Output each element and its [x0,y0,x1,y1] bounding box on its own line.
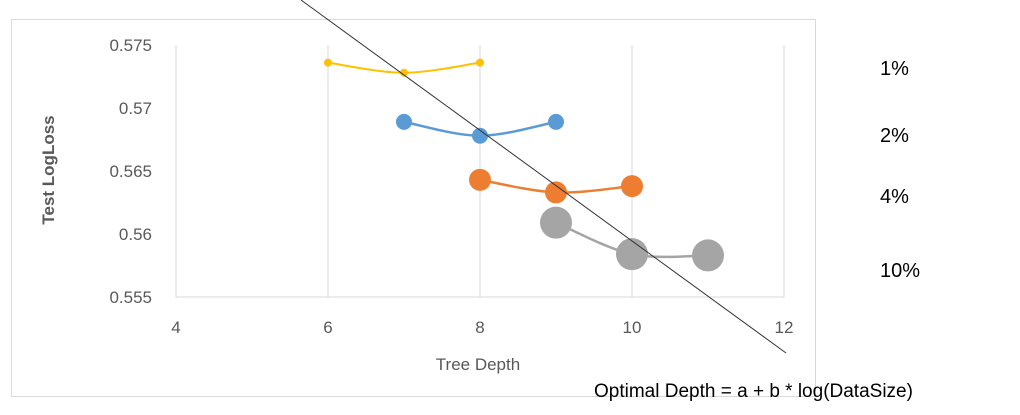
series-2 [396,113,564,144]
data-point [324,58,332,67]
series-label: 2% [880,125,909,147]
x-tick-label: 6 [323,318,332,337]
series-3 [469,168,643,204]
series-label: 10% [880,260,920,282]
series-labels: 1% 2% 4% 10% [880,58,920,282]
data-point [621,175,643,198]
y-tick-label: 0.565 [109,162,152,181]
x-tick-labels: 4 6 8 10 12 [171,318,793,337]
data-point [692,239,724,272]
data-point [476,58,484,67]
series-1 [324,58,484,77]
x-tick-label: 4 [171,318,180,337]
x-axis-title: Tree Depth [436,355,520,374]
data-point [400,68,408,77]
data-point [540,206,572,239]
data-point [396,113,412,130]
x-tick-label: 12 [775,318,794,337]
formula-annotation: Optimal Depth = a + b * log(DataSize) [594,381,913,402]
y-tick-label: 0.575 [109,36,152,55]
trend-line [300,0,787,354]
y-tick-labels: 0.555 0.56 0.565 0.57 0.575 [109,36,152,307]
series-label: 1% [880,58,909,80]
y-tick-label: 0.56 [119,225,152,244]
x-tick-label: 10 [623,318,642,337]
x-tick-label: 8 [475,318,484,337]
y-tick-label: 0.555 [109,288,152,307]
series-label: 4% [880,186,909,208]
y-axis-title: Test LogLoss [39,115,58,224]
data-point [545,181,567,204]
data-point [548,113,564,130]
data-point [472,127,488,144]
y-tick-label: 0.57 [119,99,152,118]
data-point [616,238,648,271]
data-point [469,168,491,191]
gridlines [175,45,785,297]
series-layer [324,58,724,272]
